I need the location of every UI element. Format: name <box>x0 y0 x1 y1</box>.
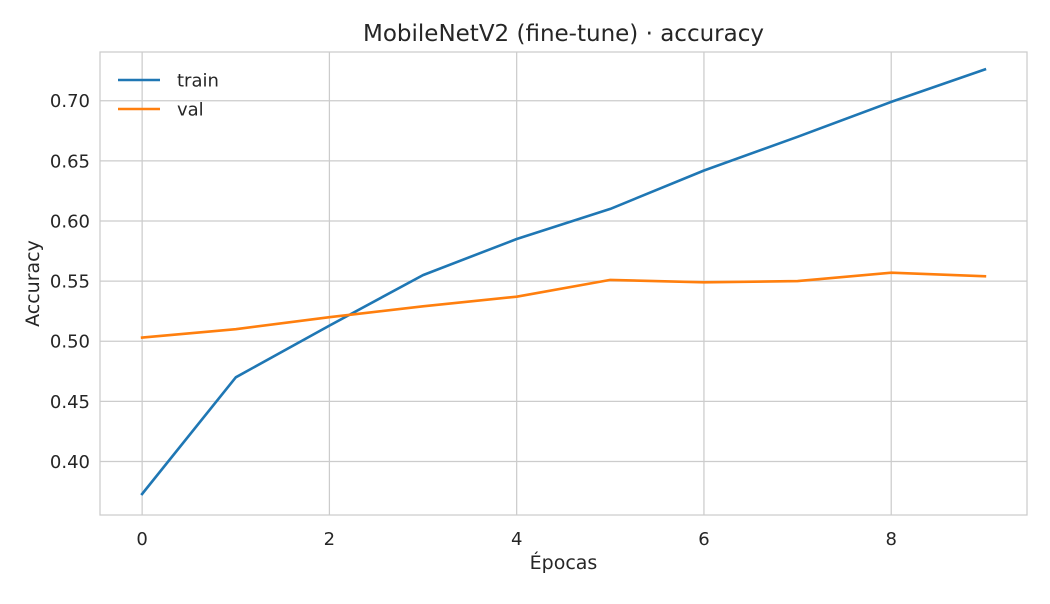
y-tick-label: 0.70 <box>50 91 90 112</box>
legend-label-train: train <box>177 71 219 92</box>
x-axis-label: Épocas <box>530 551 598 574</box>
plot-frame <box>99 51 1028 516</box>
y-tick-label: 0.65 <box>50 151 90 172</box>
y-tick-label: 0.55 <box>50 272 90 293</box>
series-line-val <box>140 271 987 340</box>
legend: train val <box>118 71 219 121</box>
y-tick-label: 0.60 <box>50 211 90 232</box>
x-tick-label: 8 <box>886 529 897 550</box>
tick-labels: 0 2 4 6 8 0.40 0.45 0.50 0.55 0.60 0.65 0.70 <box>50 91 897 550</box>
y-tick-label: 0.40 <box>50 452 90 473</box>
y-tick-label: 0.45 <box>50 392 90 413</box>
series-line-train <box>140 67 987 496</box>
plot-series <box>140 67 987 496</box>
y-tick-label: 0.50 <box>50 332 90 353</box>
x-tick-label: 6 <box>698 529 709 550</box>
chart-title: MobileNetV2 (fine-tune) · accuracy <box>363 21 764 47</box>
y-axis-label: Accuracy <box>22 240 44 327</box>
grid-lines <box>100 52 1027 515</box>
x-tick-label: 4 <box>511 529 522 550</box>
x-tick-label: 2 <box>324 529 335 550</box>
x-tick-label: 0 <box>136 529 147 550</box>
legend-label-val: val <box>177 100 204 121</box>
